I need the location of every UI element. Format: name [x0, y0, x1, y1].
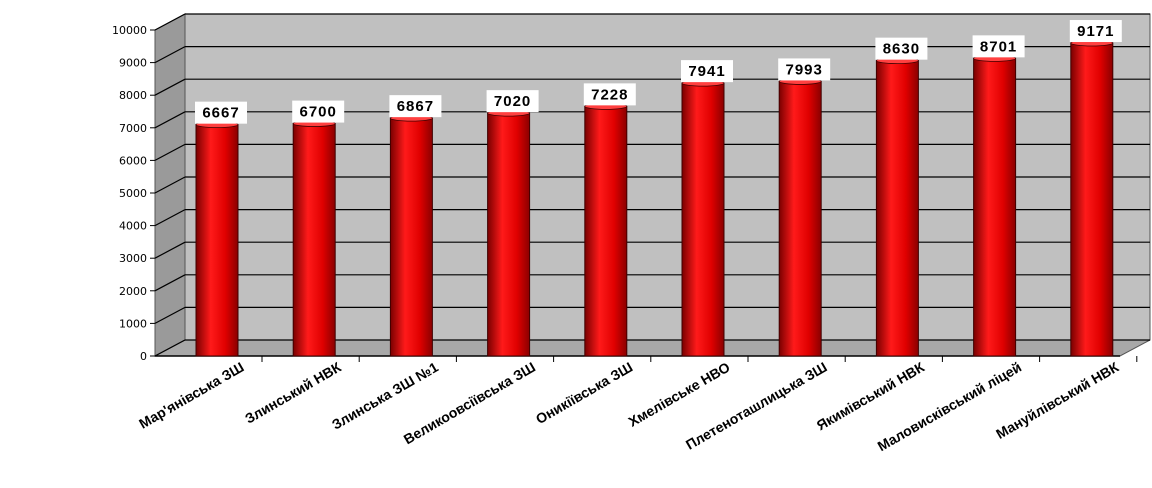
bar [292, 123, 336, 357]
y-tick-label: 4000 [119, 220, 147, 233]
gridline-side [154, 176, 186, 194]
gridline-side [154, 78, 186, 96]
data-label-box [681, 60, 733, 83]
gridline-side [154, 241, 186, 259]
data-label-box [972, 35, 1025, 58]
y-tick-label: 5000 [119, 187, 147, 200]
gridline-side [154, 111, 186, 129]
gridline-side [154, 46, 186, 64]
y-tick-label: 3000 [119, 252, 147, 265]
gridline-side [154, 13, 186, 31]
gridline-side [154, 274, 186, 292]
data-label-box [778, 58, 831, 81]
bar [487, 112, 531, 357]
data-label-box [292, 100, 345, 123]
data-label-box [1069, 20, 1122, 43]
data-label-box [389, 95, 442, 118]
chart-area: 0 1000 2000 3000 4000 5000 6000 7000 8000 9000 100… [112, 13, 1151, 454]
bar [195, 124, 239, 357]
y-tick-label: 7000 [119, 122, 147, 135]
data-label: 8701 [980, 38, 1017, 55]
data-label: 6867 [397, 98, 434, 115]
bar [584, 105, 628, 357]
bar [1070, 42, 1114, 357]
bar [778, 80, 822, 357]
gridline-side [154, 339, 186, 357]
category-label: Мар'янівська ЗШ [136, 359, 246, 432]
gridline-side [154, 209, 186, 227]
y-tick-label: 0 [140, 350, 147, 363]
bar [681, 82, 725, 357]
data-label-box [195, 101, 247, 124]
bar [875, 60, 919, 357]
gridline-side [154, 143, 186, 161]
data-label: 7020 [494, 93, 531, 110]
data-label-box [875, 37, 928, 60]
y-tick-label: 1000 [119, 317, 147, 330]
data-label: 7993 [786, 61, 823, 78]
data-label: 6667 [202, 105, 239, 122]
data-label: 7228 [591, 86, 628, 103]
category-label: Злинський НВК [242, 359, 344, 427]
y-tick-label: 6000 [119, 154, 147, 167]
bar [389, 117, 433, 357]
bar [973, 57, 1017, 357]
data-label-box [486, 90, 539, 113]
data-label: 7941 [688, 63, 725, 80]
y-tick-label: 10000 [112, 24, 147, 37]
y-tick-label: 2000 [119, 285, 147, 298]
data-label: 8630 [883, 41, 920, 58]
y-tick-label: 9000 [119, 57, 147, 70]
y-tick-label: 8000 [119, 89, 147, 102]
data-label: 6700 [300, 104, 337, 121]
data-label-box [583, 83, 636, 106]
data-label: 9171 [1077, 23, 1114, 40]
gridline-side [154, 306, 186, 324]
category-label: Оникіївська ЗШ [533, 359, 635, 427]
